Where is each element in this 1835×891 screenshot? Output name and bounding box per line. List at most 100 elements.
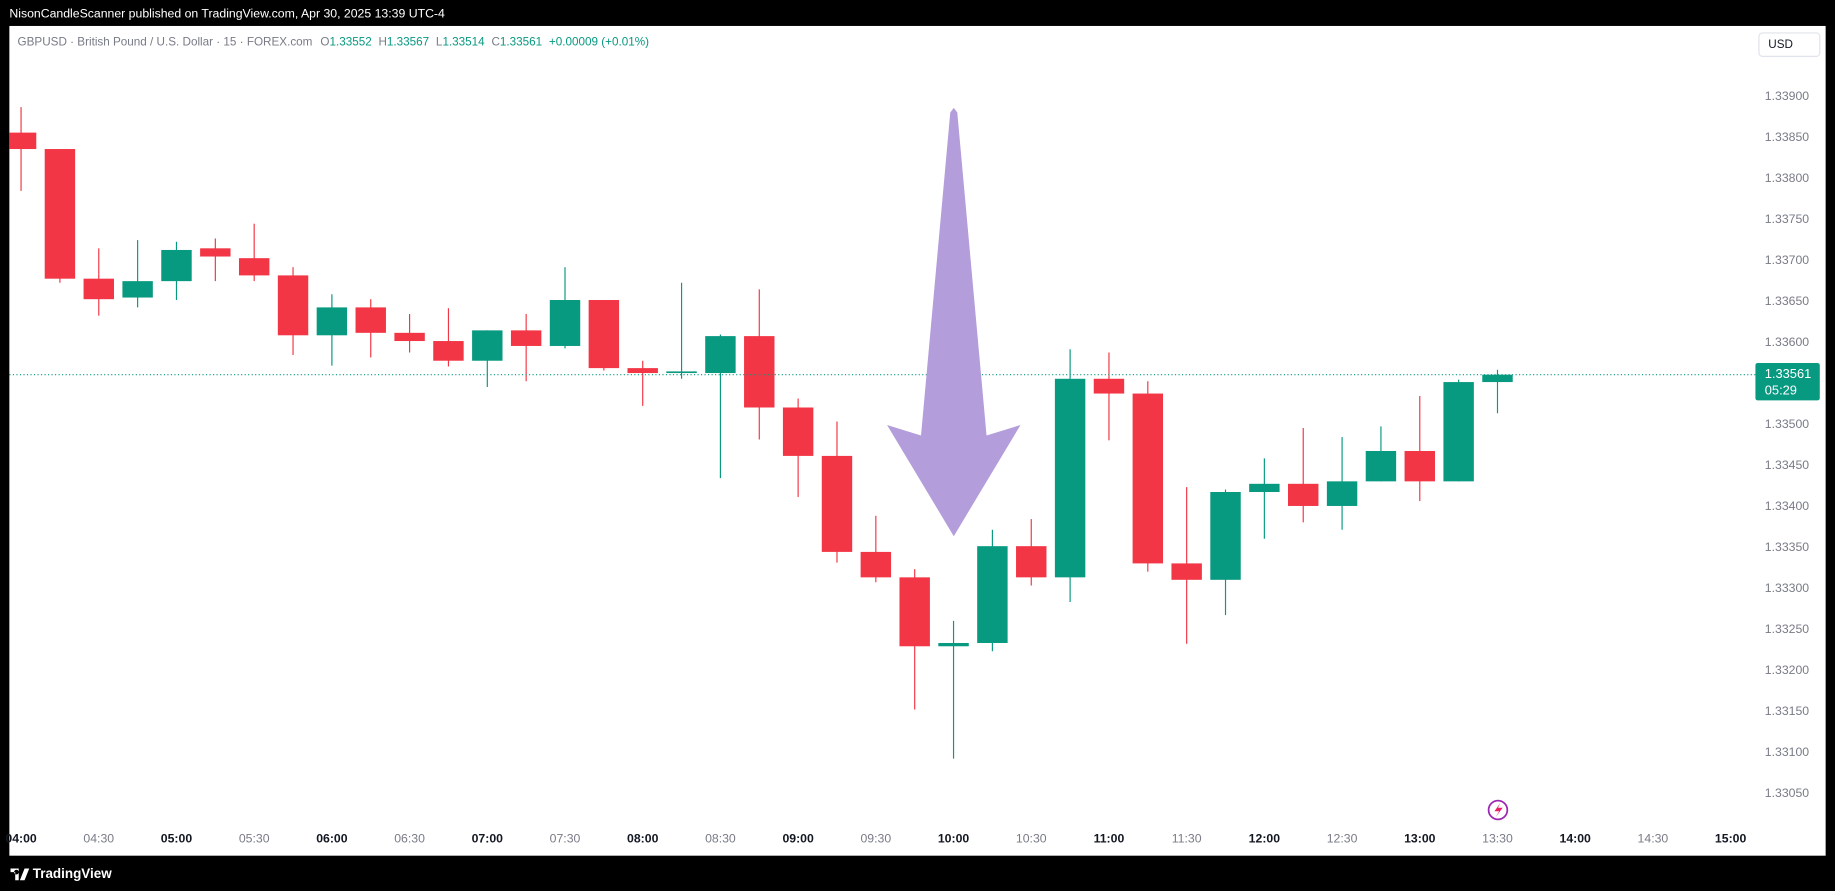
alert-bolt[interactable] (1494, 803, 1503, 818)
candle-body (588, 300, 620, 369)
x-tick-label: 13:00 (1404, 832, 1436, 846)
y-tick-label: 1.33900 (1765, 89, 1810, 103)
candle-body (627, 368, 658, 374)
x-tick-label: 06:30 (394, 832, 425, 846)
y-tick-label: 1.33450 (1765, 458, 1810, 472)
currency[interactable]: USD (1768, 38, 1793, 51)
candle-body (666, 371, 697, 374)
candle-body (1443, 382, 1474, 482)
candle-body (1404, 450, 1435, 482)
candle-body (1016, 546, 1047, 578)
y-tick-label: 1.33250 (1765, 622, 1810, 636)
candle-body (1482, 374, 1513, 383)
candle-body (9, 132, 37, 150)
ohlc-label: O (320, 35, 329, 48)
candle-body (1326, 481, 1358, 506)
ohlc-label: C (491, 35, 499, 48)
candle-body (200, 248, 231, 257)
ohlc-value: 1.33514 (442, 35, 485, 48)
x-tick-label: 08:30 (705, 832, 736, 846)
candle-body (1249, 483, 1280, 493)
bar-countdown: 05:29 (1765, 382, 1797, 397)
last-price-badge (1755, 362, 1820, 401)
candle-body (938, 642, 969, 647)
y-tick-label: 1.33850 (1765, 130, 1810, 144)
candle-body (355, 307, 386, 333)
x-tick-label: 12:30 (1327, 832, 1358, 846)
candle-body (899, 577, 930, 647)
x-tick-label: 09:30 (860, 832, 891, 846)
candle-body (161, 249, 192, 282)
ohlc-value: 1.33552 (329, 35, 371, 48)
x-tick-label: 08:00 (627, 832, 659, 846)
candle-body (1093, 378, 1125, 394)
y-tick-label: 1.33500 (1765, 417, 1810, 431)
last-price-label: 1.33561 (1765, 366, 1811, 381)
symbol[interactable]: GBPUSD · British Pound / U.S. Dollar · 1… (18, 35, 313, 48)
candle-body (1054, 378, 1086, 578)
ohlc-value: 1.33567 (387, 35, 429, 48)
candle-body (744, 336, 775, 408)
candle-body (316, 307, 348, 336)
y-tick-label: 1.33750 (1765, 212, 1810, 226)
y-tick-label: 1.33300 (1765, 581, 1810, 595)
candle-body (238, 258, 270, 276)
x-tick-label: 07:00 (472, 832, 504, 846)
candle-body (782, 407, 814, 456)
candle-body (277, 275, 309, 336)
candle-body (394, 332, 425, 342)
x-tick-label: 10:00 (938, 832, 970, 846)
y-tick-label: 1.33150 (1765, 704, 1810, 718)
x-tick-label: 04:00 (5, 832, 37, 846)
y-tick-label: 1.33400 (1765, 499, 1810, 513)
y-tick-label: 1.33350 (1765, 540, 1810, 554)
x-tick-label: 05:30 (239, 832, 270, 846)
y-tick-label: 1.33050 (1765, 786, 1810, 800)
x-tick-label: 11:00 (1094, 832, 1125, 846)
x-tick-label: 09:00 (782, 832, 814, 846)
candle-body (1288, 483, 1319, 506)
footer-brand[interactable]: TradingView (33, 866, 112, 881)
x-tick-label: 10:30 (1016, 832, 1047, 846)
candle-body (83, 278, 114, 300)
y-tick-label: 1.33100 (1765, 745, 1810, 759)
candle-body (977, 546, 1008, 643)
x-tick-label: 04:30 (83, 832, 114, 846)
candle-body (510, 330, 542, 346)
plot (9, 107, 1756, 759)
candle-body (433, 341, 464, 361)
annotation-arrow (887, 107, 1021, 537)
y-tick-label: 1.33200 (1765, 663, 1810, 677)
candle-body (122, 281, 153, 298)
candle-body (1171, 563, 1202, 580)
candle-body (1210, 492, 1241, 580)
candle-body (549, 300, 581, 346)
y-tick-label: 1.33600 (1765, 335, 1810, 349)
ohlc-label: L (436, 35, 443, 48)
y-tick-label: 1.33700 (1765, 253, 1810, 267)
x-tick-label: 11:30 (1172, 832, 1202, 846)
x-tick-label: 14:30 (1638, 832, 1669, 846)
publisher-line: NisonCandleScanner published on TradingV… (9, 7, 445, 21)
candle-body (705, 336, 736, 374)
y-tick-label: 1.33800 (1765, 171, 1810, 185)
y-tick-label: 1.33650 (1765, 294, 1810, 308)
candle-body (472, 330, 503, 361)
change: +0.00009 (+0.01%) (549, 35, 649, 48)
candle-body (860, 551, 892, 578)
candle-body (821, 455, 853, 552)
x-tick-label: 06:00 (316, 832, 348, 846)
legend: GBPUSD · British Pound / U.S. Dollar · 1… (18, 35, 650, 48)
footer: TradingView (10, 866, 112, 881)
ohlc-value: 1.33561 (500, 35, 542, 48)
x-tick-label: 15:00 (1715, 832, 1747, 846)
x-tick-label: 07:30 (550, 832, 581, 846)
currency-button[interactable] (1758, 32, 1821, 57)
alert-icon[interactable] (1487, 799, 1509, 821)
candle-body (1365, 450, 1397, 482)
alert-circle[interactable] (1487, 799, 1509, 821)
x-tick-label: 14:00 (1560, 832, 1592, 846)
logo[interactable] (10, 868, 30, 881)
